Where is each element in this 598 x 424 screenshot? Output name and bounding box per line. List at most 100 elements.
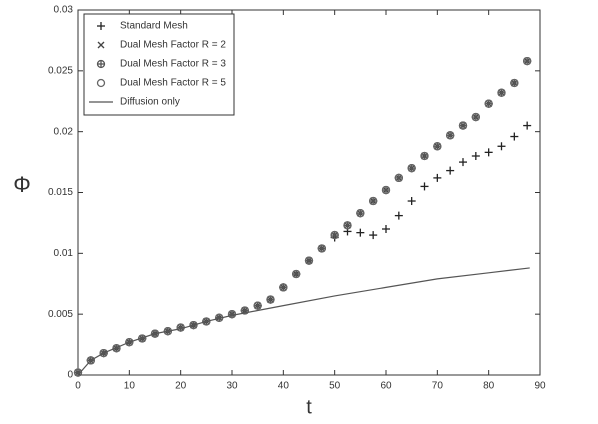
marker-part <box>407 164 416 173</box>
y-tick-label: 0 <box>67 370 73 381</box>
x-tick-label: 50 <box>329 381 341 392</box>
y-axis-label: Φ <box>13 172 31 197</box>
marker-circle <box>112 344 121 353</box>
marker-circle <box>369 196 378 206</box>
y-tick-label: 0.02 <box>54 126 74 137</box>
marker-circle <box>317 244 326 253</box>
marker-part <box>96 78 106 88</box>
marker-part <box>304 256 314 265</box>
marker-part <box>330 230 339 240</box>
marker-part <box>343 221 352 230</box>
marker-part <box>420 151 429 161</box>
marker-plus <box>484 148 493 157</box>
marker-circle <box>150 329 160 338</box>
y-tick-label: 0.015 <box>48 187 73 198</box>
marker-circle <box>458 121 468 130</box>
marker-circle <box>253 301 262 310</box>
marker-part <box>253 301 262 310</box>
marker-circle <box>497 88 506 97</box>
y-tick-label: 0.03 <box>54 5 74 16</box>
marker-circle <box>510 78 519 88</box>
legend-box <box>83 13 235 116</box>
legend-label: Diffusion only <box>120 97 180 108</box>
marker-plus <box>459 158 467 167</box>
marker-part <box>292 269 301 279</box>
y-tick-label: 0.005 <box>48 309 73 320</box>
marker-circle <box>96 78 106 88</box>
marker-plus <box>407 197 416 206</box>
marker-part <box>458 121 468 130</box>
marker-cross <box>97 41 105 49</box>
marker-part <box>381 185 391 195</box>
marker-plus <box>382 225 390 233</box>
marker-circle <box>356 209 365 218</box>
marker-part <box>202 317 211 326</box>
marker-circle <box>420 151 429 161</box>
marker-part <box>266 295 275 304</box>
marker-part <box>433 142 442 151</box>
marker-circle <box>240 306 249 315</box>
legend-label: Dual Mesh Factor R = 3 <box>120 59 226 70</box>
series-line <box>77 267 530 376</box>
marker-circle <box>279 283 288 292</box>
legend-label: Dual Mesh Factor R = 5 <box>120 78 226 89</box>
marker-part <box>484 99 493 108</box>
marker-circle <box>292 269 301 279</box>
marker-part <box>317 244 326 253</box>
marker-circle <box>407 164 416 173</box>
marker-part <box>150 329 160 338</box>
marker-circle <box>381 185 391 195</box>
marker-circle <box>99 348 108 358</box>
marker-part <box>99 348 108 358</box>
marker-part <box>510 78 519 88</box>
marker-part <box>163 327 172 336</box>
marker-circle <box>125 337 134 347</box>
x-tick-label: 70 <box>432 381 444 392</box>
marker-part <box>394 173 403 183</box>
marker-part <box>523 56 532 66</box>
y-tick-label: 0.01 <box>54 248 74 259</box>
marker-part <box>279 283 288 292</box>
marker-circle <box>484 99 493 108</box>
marker-circle <box>343 221 352 230</box>
marker-part <box>446 131 455 140</box>
marker-part <box>112 344 121 353</box>
x-tick-label: 30 <box>226 381 238 392</box>
marker-part <box>356 209 365 218</box>
x-tick-label: 40 <box>278 381 290 392</box>
marker-circleplus <box>96 59 106 69</box>
marker-part <box>96 59 106 69</box>
marker-circle <box>394 173 403 183</box>
marker-part <box>369 196 378 206</box>
x-tick-label: 0 <box>75 381 81 392</box>
marker-plus <box>420 182 429 191</box>
marker-circle <box>86 356 95 365</box>
marker-plus <box>471 152 480 160</box>
marker-circle <box>202 317 211 326</box>
marker-plus <box>97 22 105 30</box>
marker-part <box>73 368 83 377</box>
marker-circle <box>304 256 314 265</box>
legend-label: Dual Mesh Factor R = 2 <box>120 40 226 51</box>
marker-circle <box>471 112 480 122</box>
x-tick-label: 80 <box>483 381 495 392</box>
marker-plus <box>369 231 378 240</box>
marker-plus <box>433 173 442 182</box>
marker-plus <box>394 211 403 220</box>
x-tick-label: 10 <box>124 381 136 392</box>
marker-part <box>86 356 95 365</box>
marker-part <box>497 88 506 97</box>
marker-circle <box>266 295 275 304</box>
marker-plus <box>497 142 506 151</box>
marker-part <box>471 112 480 122</box>
marker-plus <box>356 228 365 237</box>
marker-part <box>125 337 134 347</box>
marker-part <box>240 306 249 315</box>
marker-plus <box>510 132 519 141</box>
marker-plus <box>523 121 532 130</box>
marker-part <box>97 41 105 49</box>
marker-circle <box>330 230 339 240</box>
x-tick-label: 60 <box>380 381 392 392</box>
